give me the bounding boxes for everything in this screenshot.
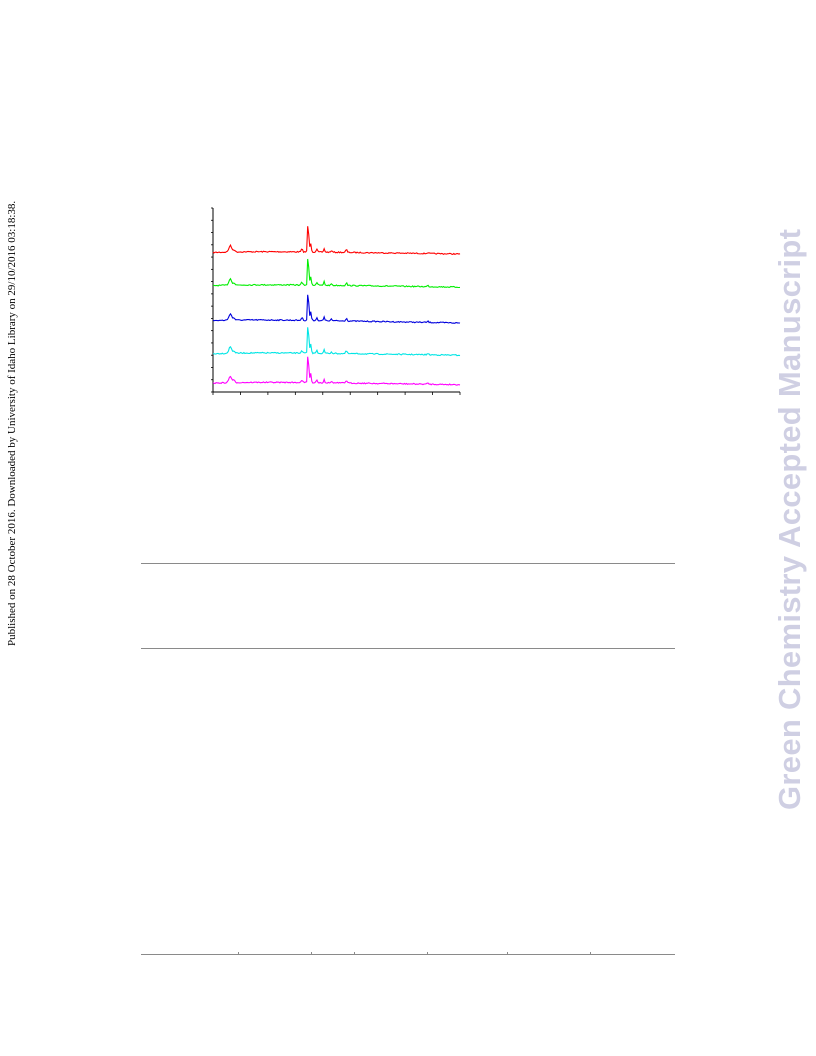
table-column-ticks bbox=[141, 952, 675, 956]
table-top-rule bbox=[141, 563, 675, 564]
xrd-series-1-line bbox=[212, 226, 461, 256]
xrd-pattern-chart bbox=[211, 207, 461, 395]
table-bottom-rule bbox=[141, 954, 675, 955]
table-header-rule bbox=[141, 648, 675, 649]
accepted-manuscript-watermark: Green Chemistry Accepted Manuscript bbox=[772, 228, 807, 810]
xrd-series-5-line bbox=[212, 356, 461, 386]
xrd-series-2-line bbox=[212, 258, 461, 289]
xrd-series-4-line bbox=[212, 327, 461, 357]
publication-note: Published on 28 October 2016. Downloaded… bbox=[6, 200, 18, 646]
xrd-series-3-line bbox=[212, 294, 461, 324]
